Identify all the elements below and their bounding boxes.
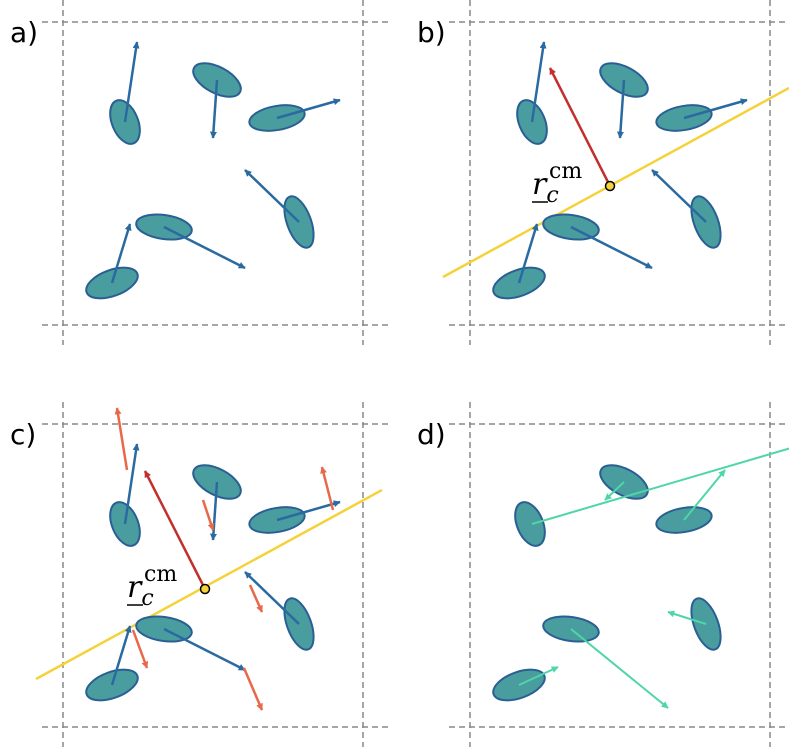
- com-arrow: [143, 470, 207, 590]
- symbol: r: [532, 167, 548, 202]
- velocity-arrow: [209, 79, 219, 139]
- velocity-arrow: [683, 98, 748, 120]
- velocity-arrow: [667, 610, 707, 625]
- velocity-arrow: [570, 628, 669, 709]
- subscript: c: [141, 586, 153, 611]
- velocity-arrow: [531, 447, 789, 525]
- panel-label: a): [10, 16, 38, 49]
- velocity-arrow: [530, 41, 547, 123]
- velocity-arrow: [517, 223, 539, 284]
- com-label: rccm: [532, 159, 582, 208]
- superscript: cm: [549, 159, 582, 184]
- panel-label: c): [10, 418, 36, 451]
- com-label: rccm: [127, 562, 177, 611]
- panel: a): [10, 0, 388, 345]
- superscript: cm: [144, 562, 177, 587]
- reflected-arrow: [114, 407, 129, 471]
- com-arrow: [548, 67, 612, 187]
- subscript: c: [546, 183, 558, 208]
- velocity-arrow: [570, 225, 653, 270]
- symmetry-line: [442, 86, 789, 279]
- panel: c) rccm: [10, 402, 388, 747]
- velocity-arrow: [276, 500, 341, 522]
- panel: d): [417, 402, 789, 747]
- velocity-arrow: [163, 225, 246, 270]
- symmetry-line: [35, 488, 383, 681]
- velocity-arrow: [651, 169, 707, 223]
- velocity-arrow: [123, 41, 140, 123]
- com-point: [199, 583, 211, 595]
- panel-label: d): [417, 418, 446, 451]
- panel: b) rccm: [417, 0, 789, 345]
- reflected-arrow: [320, 466, 335, 511]
- reflected-arrow: [248, 584, 264, 613]
- velocity-arrow: [244, 571, 300, 625]
- velocity-arrow: [276, 98, 341, 120]
- velocity-arrow: [123, 443, 140, 525]
- velocity-arrow: [683, 469, 726, 521]
- reflected-arrow: [242, 667, 264, 711]
- velocity-arrow: [616, 79, 626, 139]
- symbol: r: [127, 570, 143, 605]
- reflected-arrow: [131, 629, 149, 669]
- reflected-arrow: [201, 499, 215, 531]
- panel-label: b): [417, 16, 446, 49]
- velocity-arrow: [518, 666, 559, 686]
- com-point: [604, 180, 616, 192]
- velocity-arrow: [110, 223, 132, 284]
- particle: [514, 501, 546, 547]
- velocity-arrow: [604, 481, 625, 501]
- velocity-arrow: [163, 627, 246, 672]
- velocity-arrow: [244, 169, 300, 223]
- velocity-arrow: [110, 625, 132, 686]
